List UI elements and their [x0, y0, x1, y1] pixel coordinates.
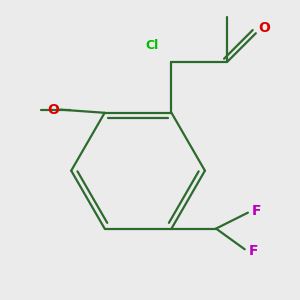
Text: F: F	[252, 204, 261, 218]
Text: O: O	[47, 103, 59, 117]
Text: Cl: Cl	[146, 40, 159, 52]
Text: F: F	[249, 244, 258, 258]
Text: O: O	[259, 21, 271, 35]
